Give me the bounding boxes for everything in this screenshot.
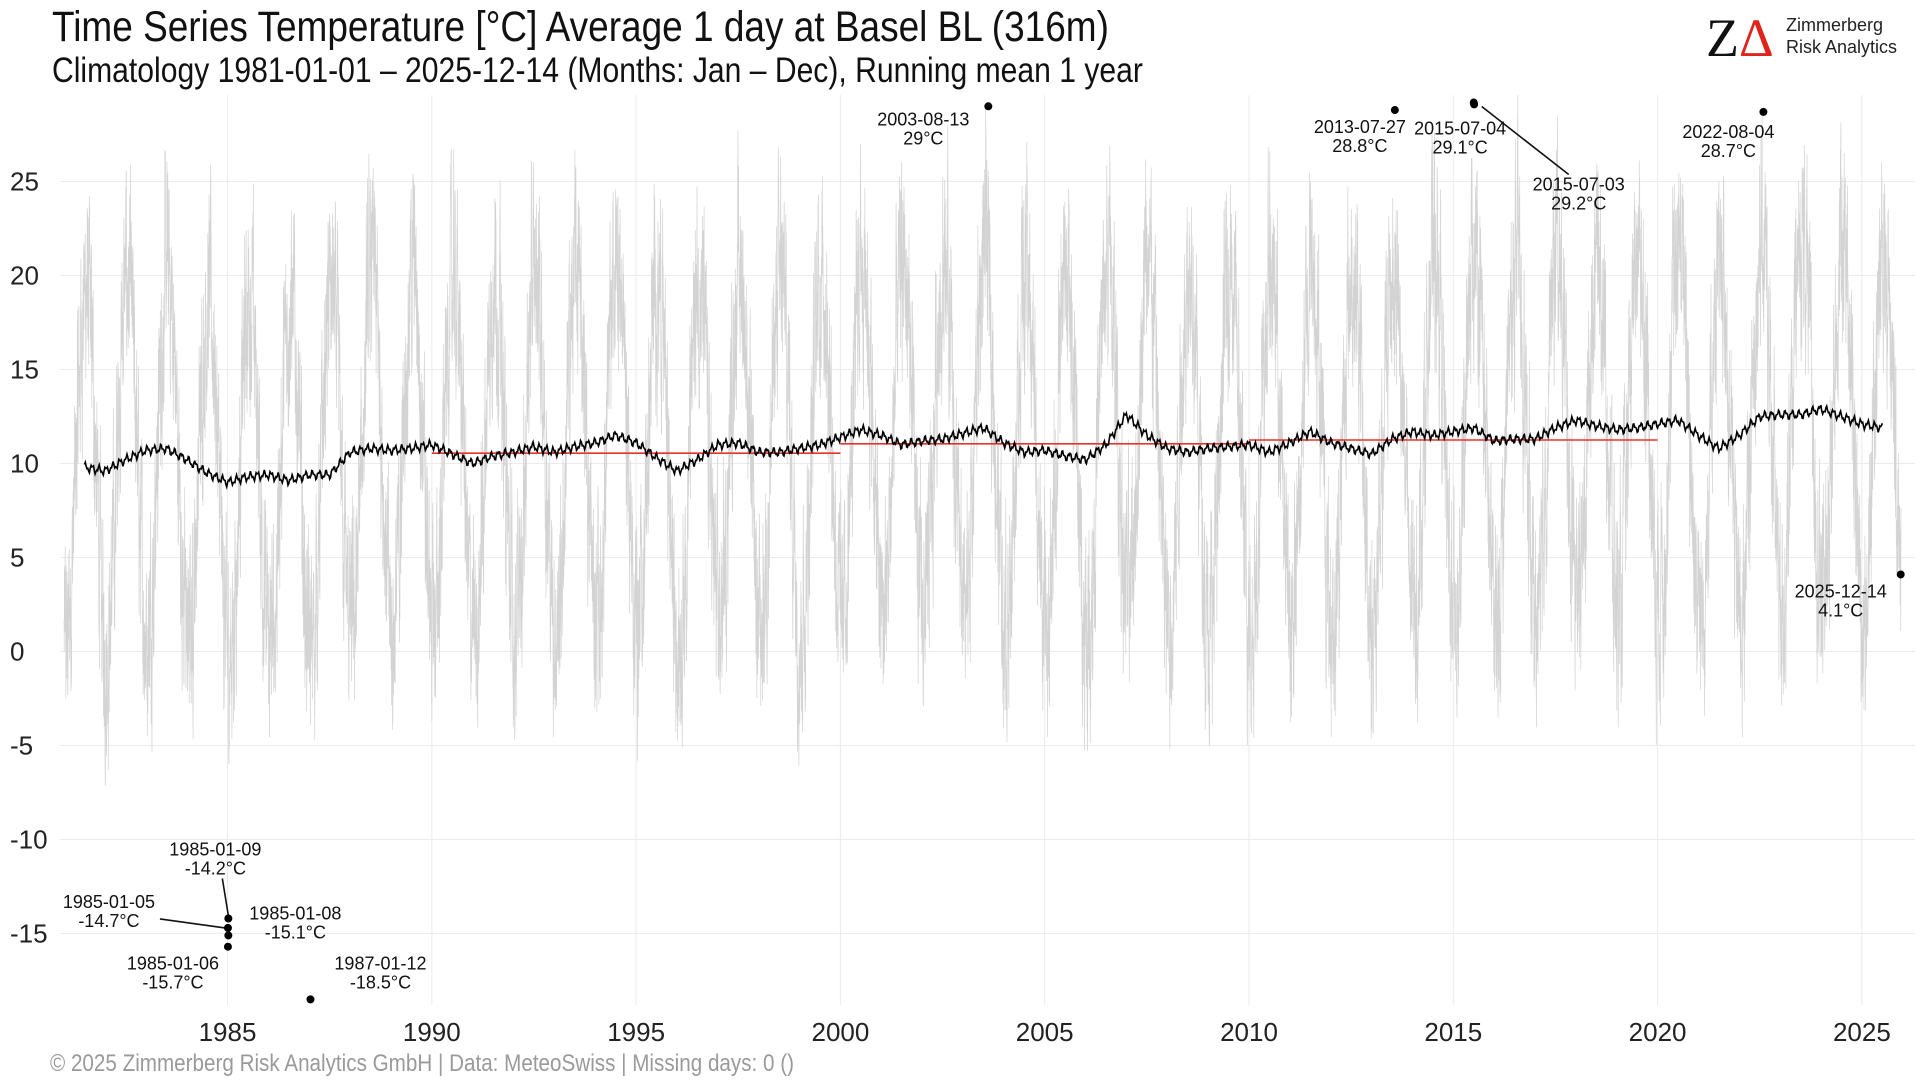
- annotation-1985-01-06: 1985-01-06-15.7°C: [127, 942, 232, 993]
- y-tick-label: 15: [10, 355, 39, 385]
- x-tick-label: 2020: [1629, 1017, 1687, 1047]
- annotation-point: [306, 995, 315, 1004]
- annotation-date: 2022-08-04: [1682, 122, 1774, 142]
- annotation-date: 1985-01-06: [127, 954, 219, 974]
- annotation-point: [1759, 107, 1768, 116]
- x-tick-label: 2010: [1220, 1017, 1278, 1047]
- logo-mark: ZΔ: [1706, 8, 1774, 68]
- x-tick-label: 2005: [1016, 1017, 1074, 1047]
- annotation-point: [984, 102, 993, 111]
- annotation-point: [223, 923, 232, 932]
- x-tick-label: 2015: [1424, 1017, 1482, 1047]
- annotation-value: -14.7°C: [78, 911, 139, 931]
- annotation-point: [1390, 106, 1399, 115]
- y-tick-label: 5: [10, 543, 24, 573]
- annotation-value: 4.1°C: [1818, 600, 1863, 620]
- y-tick-label: 20: [10, 260, 39, 290]
- annotation-date: 1985-01-09: [169, 840, 261, 860]
- annotation-point: [1469, 98, 1478, 107]
- x-tick-label: 1990: [403, 1017, 461, 1047]
- annotation-leader: [221, 878, 230, 916]
- annotation-point: [224, 914, 233, 923]
- annotation-value: -18.5°C: [350, 972, 411, 992]
- x-tick-label: 1985: [199, 1017, 257, 1047]
- daily-series: [63, 94, 1902, 786]
- y-tick-label: -5: [10, 731, 33, 761]
- x-tick-label: 2025: [1833, 1017, 1891, 1047]
- annotation-date: 1987-01-12: [334, 953, 426, 973]
- annotation-leader: [1481, 105, 1570, 176]
- annotation-value: -15.7°C: [142, 973, 203, 993]
- x-tick-label: 2000: [811, 1017, 869, 1047]
- annotation-point: [223, 942, 232, 951]
- annotation-1985-01-09: 1985-01-09-14.2°C: [169, 840, 261, 923]
- logo-name: Zimmerberg Risk Analytics: [1786, 14, 1897, 58]
- annotation-value: 28.7°C: [1701, 141, 1756, 161]
- chart-title: Time Series Temperature [°C] Average 1 d…: [52, 3, 1109, 51]
- annotation-leader: [159, 918, 226, 929]
- annotation-value: -14.2°C: [185, 859, 246, 879]
- y-tick-label: 0: [10, 637, 24, 667]
- annotation-date: 2015-07-04: [1414, 118, 1506, 138]
- annotation-1985-01-08: 1985-01-08-15.1°C: [224, 903, 341, 942]
- annotation-date: 2025-12-14: [1795, 581, 1887, 601]
- annotation-point: [224, 931, 233, 940]
- footer-credit: © 2025 Zimmerberg Risk Analytics GmbH | …: [50, 1050, 794, 1077]
- y-tick-label: -15: [10, 919, 48, 949]
- company-logo: ZΔ Zimmerberg Risk Analytics: [1706, 10, 1906, 66]
- annotation-value: 29°C: [903, 128, 943, 148]
- annotation-value: 29.1°C: [1433, 137, 1488, 157]
- daily-temperature-line: [63, 94, 1902, 786]
- annotation-date: 2013-07-27: [1314, 117, 1406, 137]
- annotation-point: [1896, 570, 1905, 579]
- y-tick-label: 25: [10, 166, 39, 196]
- annotation-date: 1985-01-05: [63, 892, 155, 912]
- running-mean-line: [83, 403, 1884, 491]
- extreme-annotations: 2003-08-1329°C2013-07-2728.8°C2015-07-04…: [63, 98, 1905, 1004]
- annotation-1985-01-05: 1985-01-05-14.7°C: [63, 892, 232, 932]
- annotation-1987-01-12: 1987-01-12-18.5°C: [306, 953, 427, 1004]
- annotation-date: 2015-07-03: [1533, 175, 1625, 195]
- annotation-value: 29.2°C: [1551, 194, 1606, 214]
- logo-name-line1: Zimmerberg: [1786, 15, 1884, 35]
- annotation-2025-12-14: 2025-12-144.1°C: [1795, 570, 1905, 620]
- annotation-date: 2003-08-13: [877, 109, 969, 129]
- logo-name-line2: Risk Analytics: [1786, 37, 1898, 57]
- chart-subtitle: Climatology 1981-01-01 – 2025-12-14 (Mon…: [52, 51, 1143, 90]
- x-tick-label: 1995: [607, 1017, 665, 1047]
- x-axis-ticks: 1985 1990 1995 2000 2005 2010 2015 2020 2025: [199, 1017, 1891, 1047]
- y-tick-label: -10: [10, 825, 48, 855]
- y-axis-ticks: -15 -10 -5 0 5 10 15 20 25: [10, 166, 48, 948]
- y-tick-label: 10: [10, 449, 39, 479]
- annotation-value: -15.1°C: [265, 922, 326, 942]
- annotation-value: 28.8°C: [1332, 136, 1387, 156]
- annotation-date: 1985-01-08: [249, 903, 341, 923]
